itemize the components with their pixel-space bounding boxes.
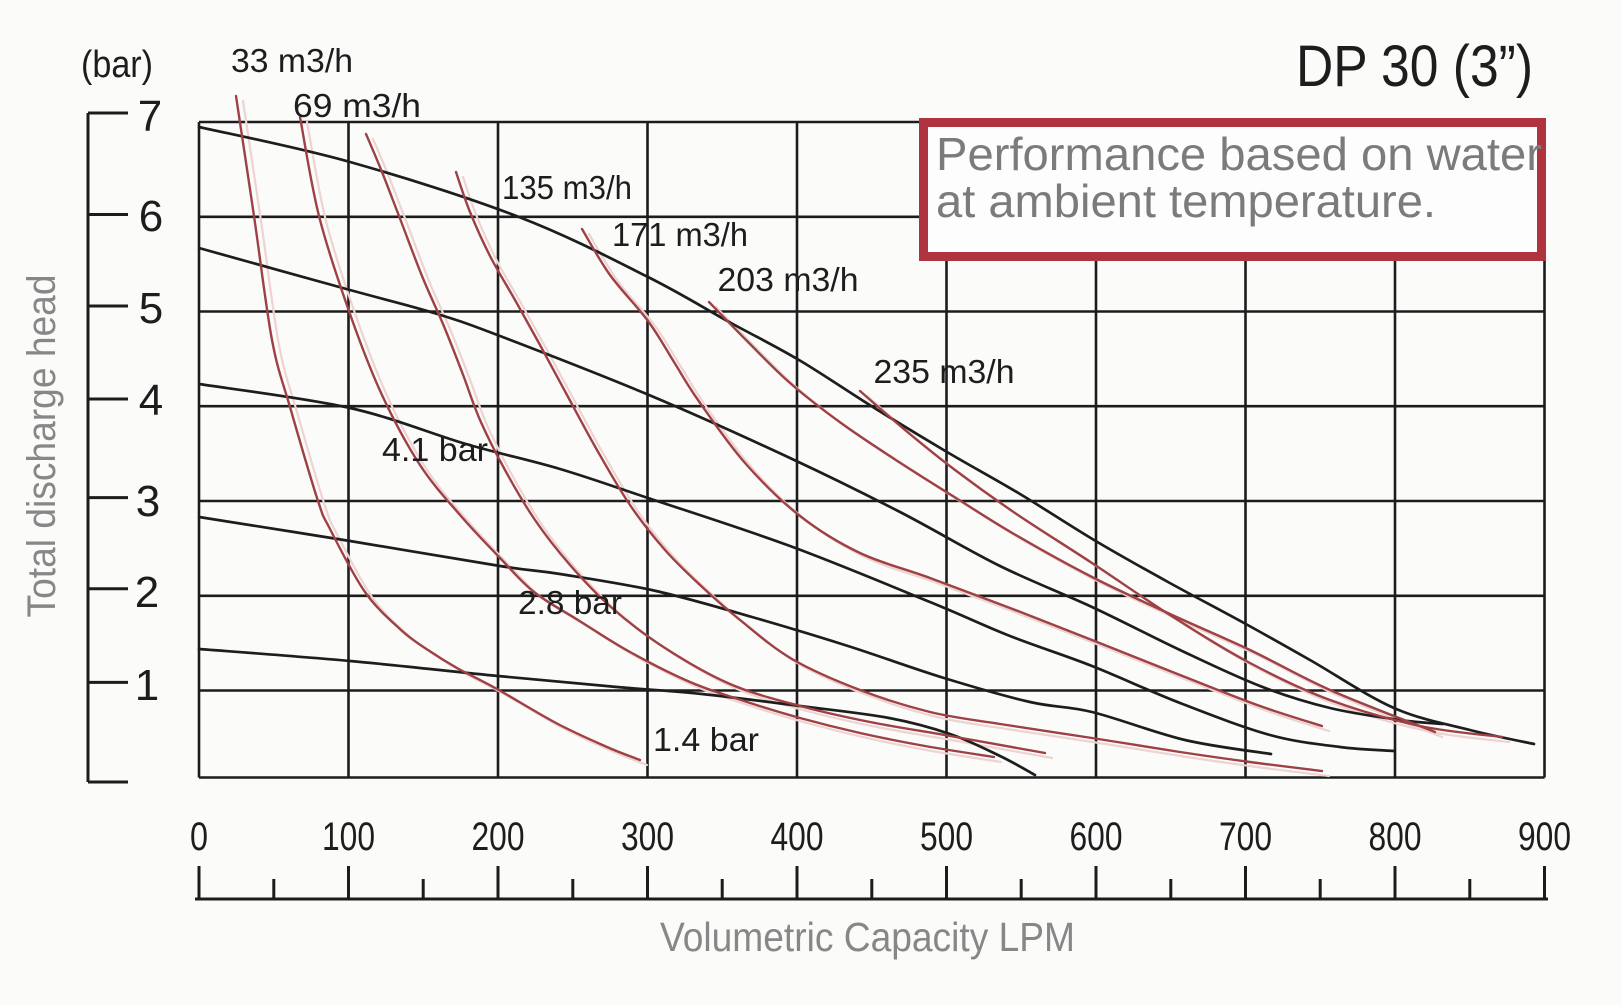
svg-text:500: 500 (920, 815, 973, 859)
svg-text:3: 3 (136, 477, 160, 526)
svg-text:4.1 bar: 4.1 bar (382, 431, 488, 468)
svg-text:Total discharge head: Total discharge head (20, 275, 64, 618)
svg-text:at ambient temperature.: at ambient temperature. (936, 175, 1436, 227)
svg-text:100: 100 (322, 815, 375, 859)
svg-text:5: 5 (139, 284, 163, 333)
svg-text:200: 200 (472, 815, 525, 859)
svg-text:203 m3/h: 203 m3/h (718, 261, 859, 298)
svg-text:0: 0 (190, 815, 208, 859)
svg-text:2.8 bar: 2.8 bar (518, 584, 622, 621)
svg-text:700: 700 (1219, 815, 1272, 859)
svg-text:DP 30 (3”): DP 30 (3”) (1296, 34, 1533, 99)
svg-text:Volumetric Capacity LPM: Volumetric Capacity LPM (660, 914, 1075, 960)
svg-text:1: 1 (135, 661, 159, 710)
svg-text:(bar): (bar) (81, 44, 153, 86)
svg-text:1.4 bar: 1.4 bar (653, 721, 759, 758)
svg-text:171 m3/h: 171 m3/h (612, 216, 748, 253)
svg-text:Performance based on water: Performance based on water (936, 128, 1542, 180)
svg-text:135 m3/h: 135 m3/h (502, 169, 632, 206)
svg-text:7: 7 (138, 92, 162, 141)
svg-text:600: 600 (1070, 815, 1123, 859)
svg-text:4: 4 (139, 376, 163, 425)
svg-text:69 m3/h: 69 m3/h (293, 87, 421, 124)
svg-text:900: 900 (1518, 815, 1571, 859)
svg-text:235 m3/h: 235 m3/h (874, 353, 1015, 390)
svg-text:2: 2 (135, 568, 159, 617)
svg-text:33 m3/h: 33 m3/h (231, 42, 353, 79)
svg-text:6: 6 (139, 192, 163, 241)
svg-text:400: 400 (771, 815, 824, 859)
svg-text:300: 300 (621, 815, 674, 859)
svg-text:800: 800 (1369, 815, 1422, 859)
